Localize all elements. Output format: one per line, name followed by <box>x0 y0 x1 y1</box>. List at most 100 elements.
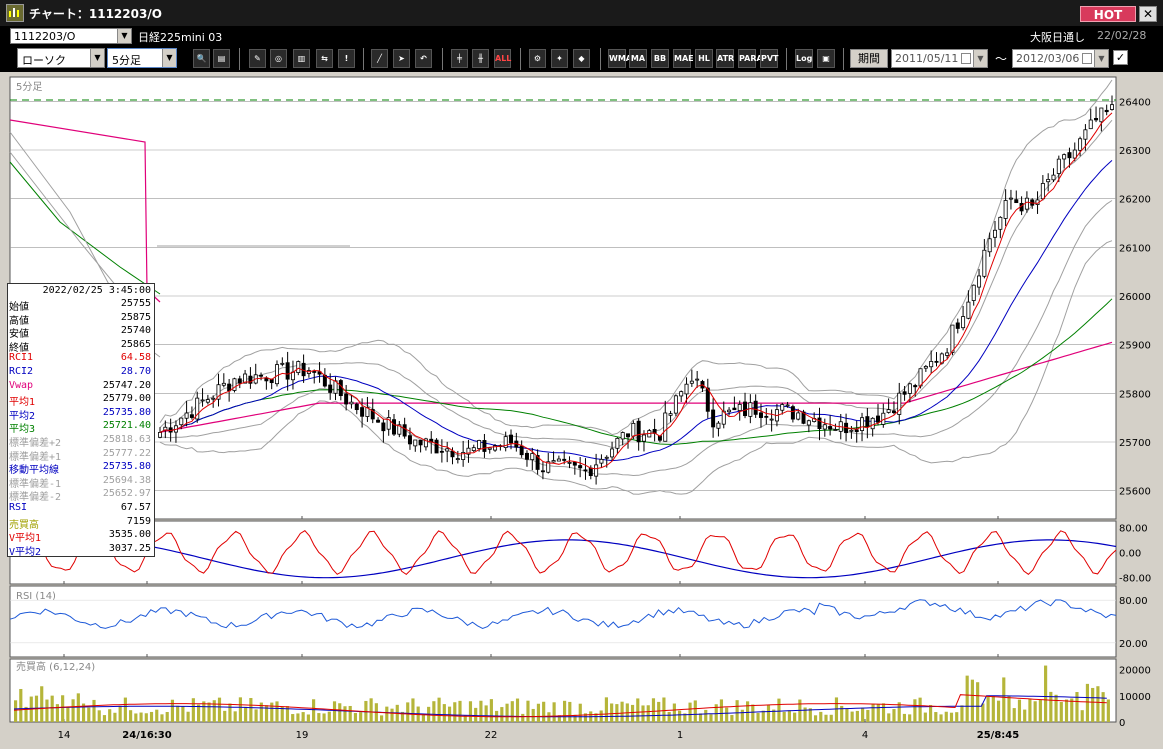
hl-button[interactable]: HL <box>695 49 713 68</box>
palette-icon[interactable]: ◆ <box>573 49 590 68</box>
period-button[interactable]: 期間 <box>850 49 888 68</box>
volume-bar <box>510 701 514 722</box>
volume-bar <box>118 705 122 722</box>
candle-body <box>434 439 439 454</box>
candle-body <box>556 458 561 462</box>
candle-body <box>907 383 912 394</box>
chevron-down-icon[interactable]: ▼ <box>1094 50 1108 67</box>
settings-icon[interactable]: ⚙ <box>529 49 546 68</box>
candle-body <box>1040 183 1045 200</box>
price-chart[interactable]: 5分足 RSI (14) 売買高 (6,12,24) 26400 26300 26200 2… <box>0 72 1163 749</box>
volume-bar <box>369 698 373 722</box>
chevron-down-icon[interactable]: ▼ <box>117 29 131 43</box>
candle-body <box>886 409 891 413</box>
alert-icon[interactable]: ! <box>338 49 355 68</box>
candle-body <box>705 387 710 412</box>
volume-bar <box>1002 677 1006 722</box>
volume-bar <box>955 712 959 722</box>
volume-bar <box>986 695 990 722</box>
rsi-tick-label: 80.00 <box>1119 596 1148 607</box>
x-axis-label: 19 <box>296 730 309 741</box>
candle-body <box>918 368 923 387</box>
volume-bar <box>322 713 326 722</box>
toolbar-divider <box>239 48 240 70</box>
hot-button[interactable]: HOT <box>1080 6 1136 22</box>
para-button[interactable]: PARA <box>738 49 763 68</box>
ma-button[interactable]: MA <box>629 49 647 68</box>
x-axis-label: 22 <box>485 730 498 741</box>
candle-body <box>381 422 386 432</box>
volume-bar <box>960 705 964 722</box>
close-button[interactable]: ✕ <box>1139 6 1157 22</box>
compare-icon[interactable]: ⇆ <box>316 49 333 68</box>
candle-body <box>865 416 870 427</box>
candle-body <box>1104 109 1109 113</box>
volume-bar <box>604 697 608 722</box>
bollinger-lower2-line <box>159 240 1113 495</box>
candle-body <box>764 415 769 418</box>
candle-body <box>891 410 896 414</box>
candle-body <box>780 404 785 411</box>
drawing-icon[interactable]: ✎ <box>249 49 266 68</box>
volume-bar <box>881 703 886 722</box>
chevron-down-icon[interactable]: ▼ <box>90 49 104 67</box>
calendar-icon[interactable] <box>1082 53 1092 64</box>
candle-a-icon[interactable]: ╪ <box>451 49 468 68</box>
interval-select[interactable]: 5分足 ▼ <box>107 48 177 68</box>
apply-checkbox[interactable]: ✓ <box>1113 50 1128 65</box>
rci1-line <box>9 530 1117 576</box>
x-axis-label: 4 <box>862 730 868 741</box>
info-row-value: 25755 <box>120 298 151 309</box>
volume-bar <box>772 709 776 722</box>
volume-bar <box>87 707 91 722</box>
print-icon[interactable]: ▣ <box>817 49 835 68</box>
atr-button[interactable]: ATR <box>716 49 734 68</box>
volume-bar <box>871 703 875 722</box>
candle-body <box>822 424 827 430</box>
chevron-down-icon[interactable]: ▼ <box>973 50 987 67</box>
layout-icon[interactable]: ▤ <box>213 49 230 68</box>
candle-b-icon[interactable]: ╫ <box>472 49 489 68</box>
volume-bar <box>845 708 849 722</box>
bar-chart-icon[interactable]: ▥ <box>293 49 310 68</box>
volume-bar <box>996 700 1001 722</box>
pvt-button[interactable]: PVT <box>760 49 779 68</box>
calendar-icon[interactable] <box>961 53 971 64</box>
candle-body <box>923 365 928 369</box>
end-date-field[interactable]: 2012/03/06 ▼ <box>1012 49 1109 68</box>
volume-bar <box>965 675 969 722</box>
chart-type-select[interactable]: ローソク ▼ <box>17 48 105 68</box>
symbol-select[interactable]: 1112203/O ▼ <box>10 28 132 44</box>
candle-body <box>275 364 279 385</box>
log-button[interactable]: Log <box>795 49 813 68</box>
candle-body <box>413 439 418 447</box>
volume-panel-label: 売買高 (6,12,24) <box>16 660 95 673</box>
volume-bar <box>1054 694 1058 722</box>
wrench-icon[interactable]: ✦ <box>551 49 568 68</box>
search-chart-icon[interactable]: ◎ <box>270 49 287 68</box>
volume-bar <box>181 705 185 722</box>
candle-body <box>684 383 689 395</box>
bb-button[interactable]: BB <box>651 49 669 68</box>
info-row-label: 平均1 <box>9 397 36 409</box>
candle-body <box>221 382 226 386</box>
candle-body <box>1046 178 1051 183</box>
price-tick-label: 26000 <box>1119 292 1151 303</box>
info-row-label: RSI <box>9 502 28 513</box>
wma-button[interactable]: WMA <box>608 49 632 68</box>
undo-icon[interactable]: ↶ <box>415 49 432 68</box>
mae-button[interactable]: MAE <box>673 49 694 68</box>
volume-bar <box>170 699 175 722</box>
volume-bar <box>97 710 101 722</box>
start-date-field[interactable]: 2011/05/11 ▼ <box>891 49 988 68</box>
zoom-icon[interactable]: 🔍 <box>193 49 210 68</box>
chevron-down-icon[interactable]: ▼ <box>162 49 176 67</box>
rci-tick-label: -80.00 <box>1119 574 1151 585</box>
volume-bar <box>102 715 107 722</box>
all-button[interactable]: ALL <box>494 49 511 68</box>
pen-icon[interactable]: ╱ <box>371 49 388 68</box>
cursor-icon[interactable]: ➤ <box>393 49 410 68</box>
volume-bar <box>662 697 666 722</box>
candle-body <box>854 429 859 433</box>
candle-body <box>540 470 545 473</box>
